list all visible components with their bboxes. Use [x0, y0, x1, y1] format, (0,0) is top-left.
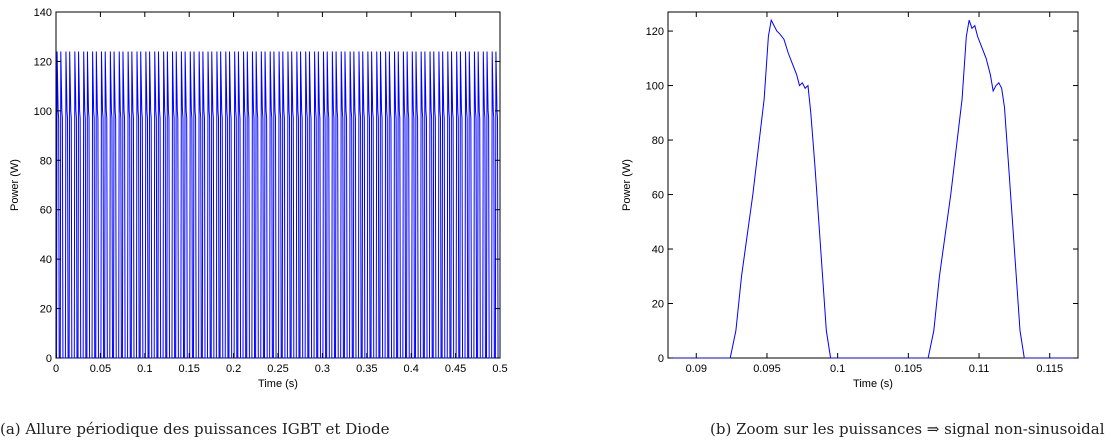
caption-b: (b) Zoom sur les puissances ⇒ signal non… — [710, 420, 1105, 438]
chart-a-x-tick-label: 0.35 — [356, 363, 377, 375]
chart-a-y-tick-label: 40 — [40, 254, 52, 266]
chart-a-x-tick-label: 0.25 — [267, 363, 288, 375]
chart-b-plot-frame — [667, 11, 1079, 359]
chart-a-x-tick-label: 0.3 — [315, 363, 330, 375]
chart-b-y-tick-label: 120 — [646, 26, 664, 38]
chart-b-y-tick-label: 80 — [652, 135, 664, 147]
chart-b-y-tick-label: 60 — [652, 190, 664, 202]
chart-a-x-tick-label: 0.05 — [90, 363, 111, 375]
chart-a-y-tick-label: 100 — [34, 106, 52, 118]
chart-a-x-tick-label: 0.15 — [178, 363, 199, 375]
chart-a-y-tick-label: 0 — [46, 353, 52, 365]
chart-a-x-tick-label: 0.5 — [492, 363, 507, 375]
chart-a-y-tick-label: 140 — [34, 7, 52, 19]
chart-b-x-tick-label: 0.1 — [830, 363, 845, 375]
chart-b-x-tick-label: 0.115 — [1036, 363, 1063, 375]
caption-a: (a) Allure périodique des puissances IGB… — [0, 420, 390, 438]
chart-b-x-tick-label: 0.105 — [895, 363, 923, 375]
chart-a-x-tick-label: 0.2 — [226, 363, 241, 375]
chart-a-x-tick-label: 0.4 — [404, 363, 419, 375]
chart-a-periodic-power: 0 0.05 0.1 0.15 0.2 0.25 0.3 0.35 0.4 0.45 0.5 0 20 4… — [9, 7, 508, 390]
chart-b-x-tick-label: 0.11 — [969, 363, 990, 375]
chart-b-x-tick-label: 0.095 — [753, 363, 781, 375]
chart-b-y-tick-label: 0 — [658, 353, 664, 365]
chart-b-series-line — [668, 18, 1078, 359]
chart-a-y-tick-label: 60 — [40, 205, 52, 217]
chart-b-y-tick-label: 100 — [646, 81, 664, 93]
chart-b-y-tick-label: 20 — [652, 299, 664, 311]
chart-b-y-tick-label: 40 — [652, 244, 664, 256]
chart-a-y-tick-label: 20 — [40, 304, 52, 316]
chart-a-y-axis-label: Power (W) — [9, 159, 21, 211]
chart-b-x-tick-label: 0.09 — [686, 363, 707, 375]
chart-a-x-axis-label: Time (s) — [258, 378, 298, 390]
chart-b-y-axis-label: Power (W) — [621, 159, 633, 211]
chart-a-x-tick-label: 0.45 — [445, 363, 466, 375]
chart-b-zoomed-power: 0.09 0.095 0.1 0.105 0.11 0.115 0 20 40 60 80 100 12… — [621, 11, 1079, 390]
chart-a-x-tick-label: 0.1 — [137, 363, 152, 375]
chart-b-x-axis-label: Time (s) — [853, 378, 893, 390]
chart-a-x-tick-label: 0 — [53, 363, 59, 375]
chart-a-y-tick-label: 80 — [40, 155, 52, 167]
chart-a-y-tick-label: 120 — [34, 56, 52, 68]
